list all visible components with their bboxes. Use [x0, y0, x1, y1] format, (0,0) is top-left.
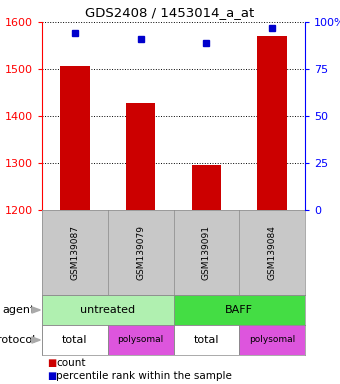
Text: ■: ■ [47, 358, 56, 368]
Text: total: total [193, 335, 219, 345]
Bar [126, 103, 155, 210]
Text: ■: ■ [47, 371, 56, 381]
Bar [173, 295, 305, 325]
Text: polysomal: polysomal [249, 336, 295, 344]
Bar [42, 325, 108, 355]
Text: GSM139079: GSM139079 [136, 225, 145, 280]
Bar [239, 325, 305, 355]
Polygon shape [32, 337, 40, 343]
Bar [60, 66, 90, 210]
Bar [191, 166, 221, 210]
Text: BAFF: BAFF [225, 305, 253, 315]
Text: protocol: protocol [0, 335, 35, 345]
Text: GSM139091: GSM139091 [202, 225, 211, 280]
Text: count: count [56, 358, 85, 368]
Text: percentile rank within the sample: percentile rank within the sample [56, 371, 232, 381]
Bar [257, 36, 287, 210]
Text: total: total [62, 335, 88, 345]
Bar [108, 325, 173, 355]
Text: GSM139084: GSM139084 [268, 225, 277, 280]
Text: untreated: untreated [80, 305, 135, 315]
Text: GSM139087: GSM139087 [70, 225, 79, 280]
Polygon shape [32, 307, 40, 313]
Text: polysomal: polysomal [118, 336, 164, 344]
Text: GDS2408 / 1453014_a_at: GDS2408 / 1453014_a_at [85, 6, 255, 19]
Text: agent: agent [3, 305, 35, 315]
Bar [173, 325, 239, 355]
Bar [42, 295, 173, 325]
